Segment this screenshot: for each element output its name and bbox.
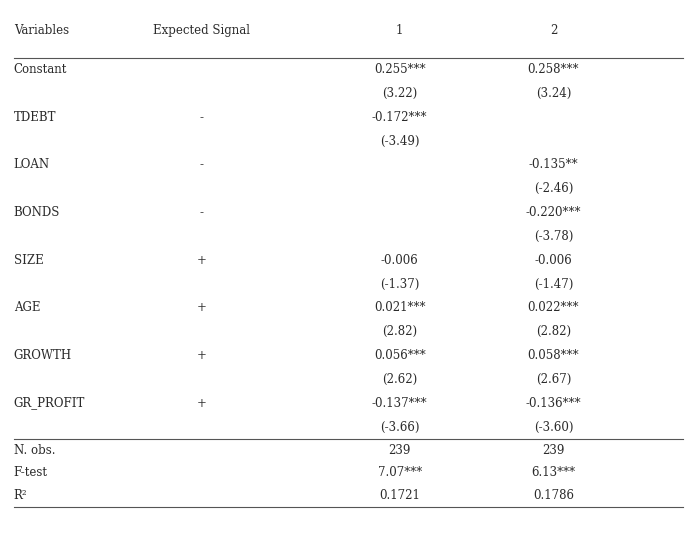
Text: -: - xyxy=(199,111,204,124)
Text: 6.13***: 6.13*** xyxy=(531,466,576,479)
Text: 0.255***: 0.255*** xyxy=(374,63,426,76)
Text: +: + xyxy=(197,301,206,314)
Text: 0.1721: 0.1721 xyxy=(379,489,420,502)
Text: 2: 2 xyxy=(550,23,557,37)
Text: (2.62): (2.62) xyxy=(382,373,418,386)
Text: -: - xyxy=(199,158,204,171)
Text: 239: 239 xyxy=(542,443,565,457)
Text: (-3.60): (-3.60) xyxy=(534,421,573,433)
Text: -0.172***: -0.172*** xyxy=(372,111,427,124)
Text: LOAN: LOAN xyxy=(14,158,50,171)
Text: 0.021***: 0.021*** xyxy=(374,301,425,314)
Text: SIZE: SIZE xyxy=(14,254,43,266)
Text: F-test: F-test xyxy=(14,466,48,479)
Text: (-2.46): (-2.46) xyxy=(534,182,573,195)
Text: (-3.78): (-3.78) xyxy=(534,230,573,243)
Text: +: + xyxy=(197,349,206,362)
Text: (-3.49): (-3.49) xyxy=(380,134,420,148)
Text: N. obs.: N. obs. xyxy=(14,443,55,457)
Text: -0.220***: -0.220*** xyxy=(526,206,581,219)
Text: (2.82): (2.82) xyxy=(382,325,418,338)
Text: -0.006: -0.006 xyxy=(381,254,419,266)
Text: (3.22): (3.22) xyxy=(382,87,418,100)
Text: -: - xyxy=(199,206,204,219)
Text: GROWTH: GROWTH xyxy=(14,349,72,362)
Text: Expected Signal: Expected Signal xyxy=(153,23,250,37)
Text: (3.24): (3.24) xyxy=(536,87,571,100)
Text: (-3.66): (-3.66) xyxy=(380,421,420,433)
Text: -0.135**: -0.135** xyxy=(528,158,579,171)
Text: 0.258***: 0.258*** xyxy=(528,63,579,76)
Text: +: + xyxy=(197,397,206,410)
Text: Variables: Variables xyxy=(14,23,69,37)
Text: -0.137***: -0.137*** xyxy=(372,397,427,410)
Text: 0.022***: 0.022*** xyxy=(528,301,579,314)
Text: Constant: Constant xyxy=(14,63,67,76)
Text: 0.056***: 0.056*** xyxy=(374,349,426,362)
Text: 7.07***: 7.07*** xyxy=(378,466,422,479)
Text: (2.82): (2.82) xyxy=(536,325,571,338)
Text: -0.136***: -0.136*** xyxy=(526,397,581,410)
Text: 0.058***: 0.058*** xyxy=(528,349,579,362)
Text: -0.006: -0.006 xyxy=(535,254,572,266)
Text: GR_PROFIT: GR_PROFIT xyxy=(14,397,85,410)
Text: AGE: AGE xyxy=(14,301,40,314)
Text: R²: R² xyxy=(14,489,27,502)
Text: BONDS: BONDS xyxy=(14,206,60,219)
Text: (-1.37): (-1.37) xyxy=(380,278,420,290)
Text: (2.67): (2.67) xyxy=(536,373,571,386)
Text: (-1.47): (-1.47) xyxy=(534,278,573,290)
Text: 239: 239 xyxy=(388,443,411,457)
Text: 0.1786: 0.1786 xyxy=(533,489,574,502)
Text: 1: 1 xyxy=(396,23,404,37)
Text: TDEBT: TDEBT xyxy=(14,111,56,124)
Text: +: + xyxy=(197,254,206,266)
